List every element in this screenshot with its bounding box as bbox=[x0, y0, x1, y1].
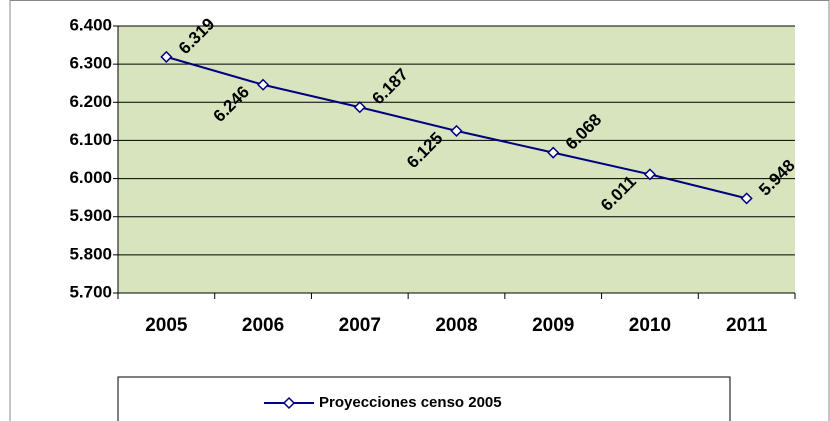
data-point bbox=[450, 124, 463, 137]
y-tick-label: 6.400 bbox=[69, 15, 112, 34]
legend-box bbox=[117, 376, 731, 421]
plot-background bbox=[118, 26, 795, 293]
plot-area bbox=[118, 25, 795, 294]
x-tick-label: 2011 bbox=[726, 315, 768, 336]
x-tick-label: 2006 bbox=[242, 315, 284, 336]
data-point bbox=[160, 50, 173, 63]
data-point bbox=[740, 192, 753, 205]
y-tick-label: 5.800 bbox=[69, 244, 112, 263]
data-point bbox=[257, 78, 270, 91]
x-tick-label: 2005 bbox=[145, 315, 188, 336]
y-tick-label: 5.700 bbox=[69, 282, 112, 301]
x-tick-label: 2007 bbox=[339, 315, 381, 336]
x-tick-label: 2009 bbox=[532, 315, 574, 336]
y-tick-label: 6.100 bbox=[69, 130, 112, 149]
y-tick-label: 5.900 bbox=[69, 206, 112, 225]
y-tick-label: 6.300 bbox=[69, 54, 112, 73]
y-tick-label: 6.000 bbox=[69, 168, 112, 187]
x-tick-label: 2010 bbox=[629, 315, 671, 336]
legend-label: Proyecciones censo 2005 bbox=[319, 394, 502, 411]
x-tick-label: 2008 bbox=[435, 315, 477, 336]
legend-marker bbox=[282, 396, 296, 410]
data-point bbox=[547, 146, 560, 159]
y-tick-label: 6.200 bbox=[69, 92, 112, 111]
data-point bbox=[353, 101, 366, 114]
data-point bbox=[643, 168, 656, 181]
